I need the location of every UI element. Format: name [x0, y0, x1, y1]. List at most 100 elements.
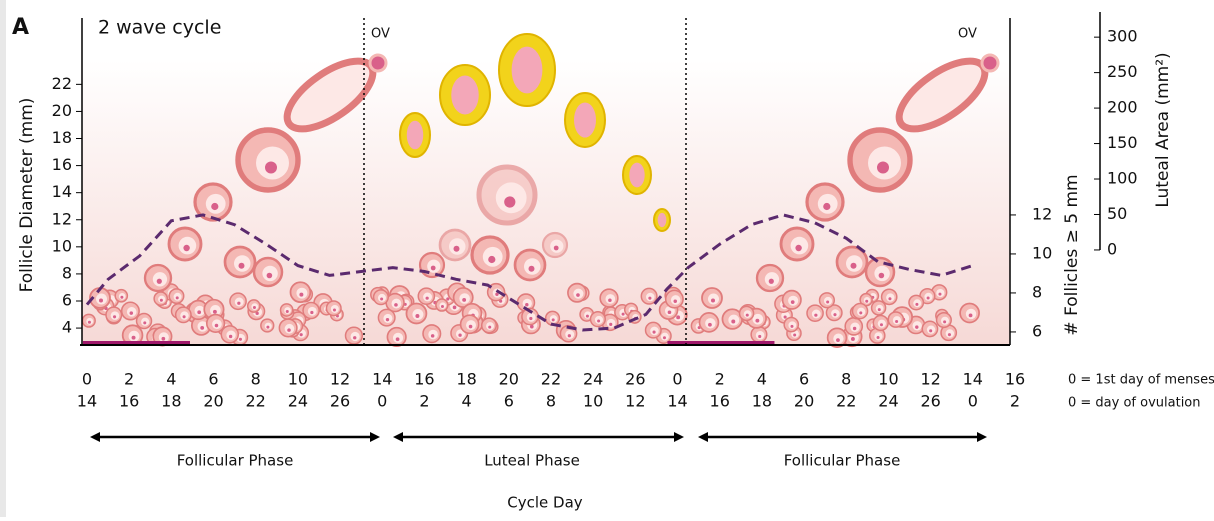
x-tick-label: 16	[414, 370, 434, 389]
y-tick-label: 18	[52, 128, 72, 147]
oocyte	[200, 325, 205, 330]
phase-label: Follicular Phase	[177, 452, 294, 470]
oocyte	[495, 292, 499, 296]
oocyte	[143, 321, 147, 325]
oocyte	[238, 337, 242, 341]
oocyte	[212, 309, 217, 314]
series-line	[85, 213, 974, 332]
oocyte	[504, 196, 516, 208]
oocyte	[488, 325, 492, 329]
oocyte	[768, 278, 774, 284]
x-axis-label: Cycle Day	[507, 494, 583, 512]
oocyte	[676, 315, 681, 320]
oocyte	[462, 298, 467, 302]
oocyte	[852, 326, 857, 331]
y-tick-label: 16	[52, 155, 72, 174]
y2-axis-label: # Follicles ≥ 5 mm	[1062, 174, 1082, 335]
x-tick-label: 10	[878, 370, 898, 389]
oocyte	[943, 320, 947, 324]
x-tick2-label: 26	[920, 392, 940, 411]
oocyte	[567, 334, 571, 338]
oocyte	[877, 161, 889, 174]
note: 0 = day of ovulation	[1068, 396, 1201, 411]
x-tick-label: 6	[799, 370, 809, 389]
oocyte	[285, 309, 289, 313]
y-axis-label: Follicle Diameter (mm)	[17, 98, 37, 293]
corpus-luteum-core	[657, 212, 667, 228]
corpus-luteum-core	[511, 46, 543, 94]
oocyte	[758, 334, 762, 339]
x-tick2-label: 0	[968, 392, 978, 411]
y-tick-label: 20	[52, 101, 72, 120]
y3-axis-label: Luteal Area (mm²)	[1153, 52, 1173, 207]
x-tick-label: 4	[757, 370, 767, 389]
x-tick-label: 12	[330, 370, 350, 389]
oocyte	[525, 303, 529, 307]
oocyte	[129, 311, 134, 315]
x-tick2-label: 2	[419, 392, 429, 411]
oocyte	[648, 296, 652, 300]
oocyte	[597, 319, 601, 323]
oocyte	[529, 324, 534, 329]
x-tick2-label: 8	[546, 392, 556, 411]
y-tick-label: 12	[52, 209, 72, 228]
x-tick2-label: 14	[77, 392, 97, 411]
x-tick2-label: 4	[462, 392, 472, 411]
phase-label: Luteal Phase	[484, 452, 580, 470]
oocyte	[488, 255, 496, 264]
y2-tick-label: 12	[1032, 204, 1052, 223]
x-tick2-label: 18	[161, 392, 181, 411]
oocyte	[795, 244, 802, 252]
oocyte	[793, 333, 797, 337]
oocyte	[214, 323, 219, 328]
panel-label: A	[12, 15, 29, 40]
oocyte	[380, 297, 384, 301]
oocyte	[755, 318, 760, 323]
annotation: OV	[958, 27, 977, 42]
menses-bar	[83, 341, 190, 346]
oocyte	[175, 296, 179, 300]
oocyte	[440, 305, 444, 309]
x-tick2-label: 20	[794, 392, 814, 411]
oocyte	[621, 312, 625, 316]
y-tick-label: 14	[52, 182, 72, 201]
oocyte	[895, 319, 899, 323]
oocyte	[112, 315, 117, 319]
oocyte	[299, 333, 303, 337]
x-tick-label: 16	[1005, 370, 1025, 389]
y3-tick-label: 50	[1107, 204, 1127, 223]
x-tick2-label: 26	[330, 392, 350, 411]
oocyte	[968, 313, 973, 318]
x-tick-label: 22	[541, 370, 561, 389]
x-tick-label: 0	[672, 370, 682, 389]
x-tick-label: 18	[456, 370, 476, 389]
oocyte	[833, 313, 837, 317]
oocyte	[980, 53, 1000, 73]
corpus-luteum-core	[574, 102, 596, 138]
oocyte	[711, 298, 715, 303]
oocyte	[876, 335, 880, 339]
menses-bar	[667, 341, 775, 346]
oocyte	[120, 295, 124, 299]
oocyte	[826, 300, 830, 304]
oocyte	[673, 299, 677, 304]
x-tick2-label: 24	[878, 392, 898, 411]
oocyte	[708, 322, 712, 327]
oocyte	[385, 318, 390, 322]
oocyte	[929, 329, 933, 333]
oocyte	[576, 293, 580, 297]
phase-label: Follicular Phase	[784, 452, 901, 470]
x-tick2-label: 12	[625, 392, 645, 411]
x-tick2-label: 16	[710, 392, 730, 411]
x-tick2-label: 6	[504, 392, 514, 411]
x-tick-label: 10	[288, 370, 308, 389]
oocyte	[731, 319, 736, 324]
oocyte	[609, 322, 613, 326]
x-tick-label: 14	[963, 370, 983, 389]
oocyte	[299, 292, 304, 297]
oocyte	[353, 336, 357, 340]
oocyte	[745, 313, 749, 317]
x-tick-label: 2	[715, 370, 725, 389]
oocyte	[879, 323, 883, 327]
oocyte	[790, 300, 795, 304]
